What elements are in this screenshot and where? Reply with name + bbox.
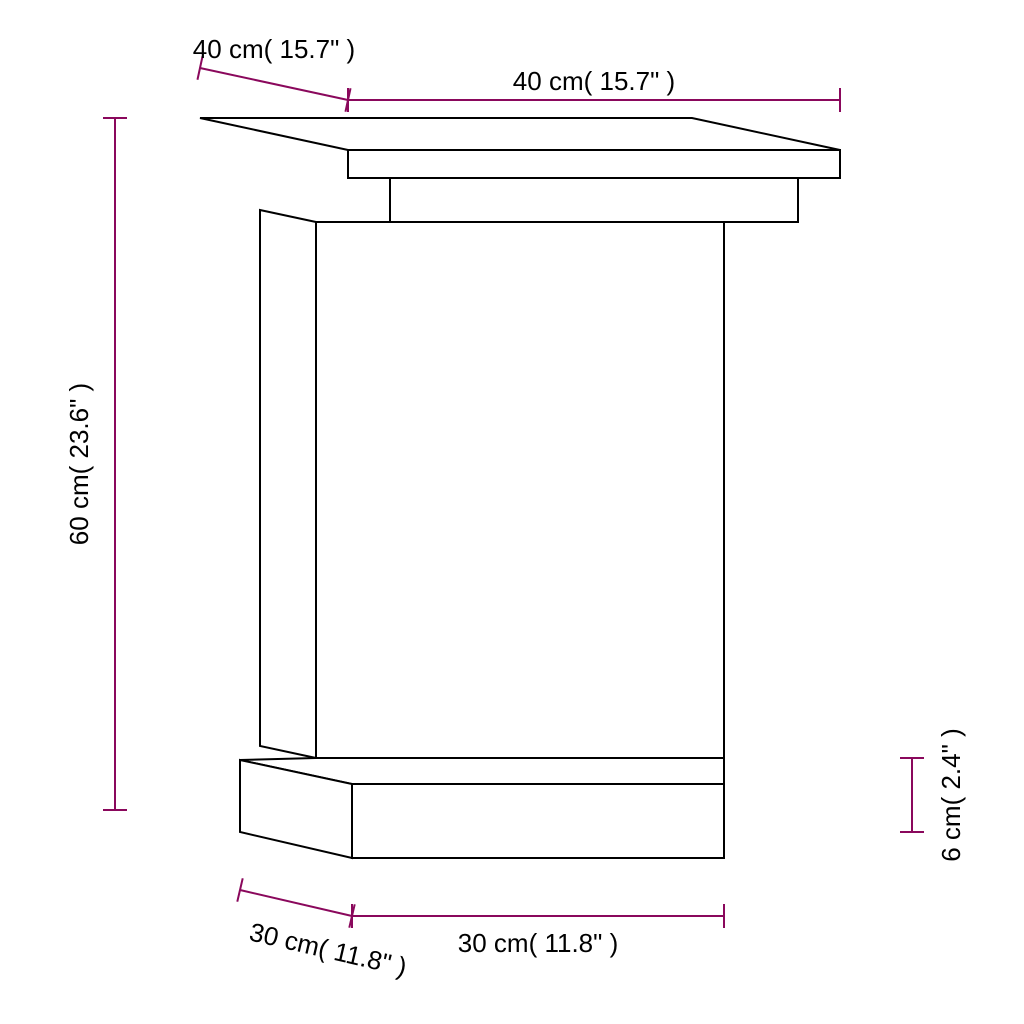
top-slab-front (348, 150, 840, 178)
body-front (316, 222, 724, 758)
dim-base_depth: 30 cm( 11.8" ) (237, 878, 409, 982)
dim-label-base_height: 6 cm( 2.4" ) (936, 728, 966, 861)
dim-top_depth: 40 cm( 15.7" ) (193, 34, 355, 112)
pedestal-outline (200, 118, 840, 858)
top-slab-top (200, 118, 840, 150)
dim-base_width: 30 cm( 11.8" ) (352, 904, 724, 958)
dim-label-base_width: 30 cm( 11.8" ) (458, 928, 618, 958)
dim-label-base_depth: 30 cm( 11.8" ) (247, 917, 410, 982)
dim-height: 60 cm( 23.6" ) (64, 118, 127, 810)
dimension-drawing: 40 cm( 15.7" ) 40 cm( 15.7" ) 60 cm( 23.6"… (0, 0, 1024, 1024)
dim-label-height: 60 cm( 23.6" ) (64, 383, 94, 545)
body-left (260, 210, 316, 758)
dim-label-top_width: 40 cm( 15.7" ) (513, 66, 675, 96)
plinth-front (352, 784, 724, 858)
dim-top_width: 40 cm( 15.7" ) (348, 66, 840, 112)
dim-base_height: 6 cm( 2.4" ) (900, 728, 966, 861)
dim-label-top_depth: 40 cm( 15.7" ) (193, 34, 355, 64)
apron-front (390, 178, 798, 222)
